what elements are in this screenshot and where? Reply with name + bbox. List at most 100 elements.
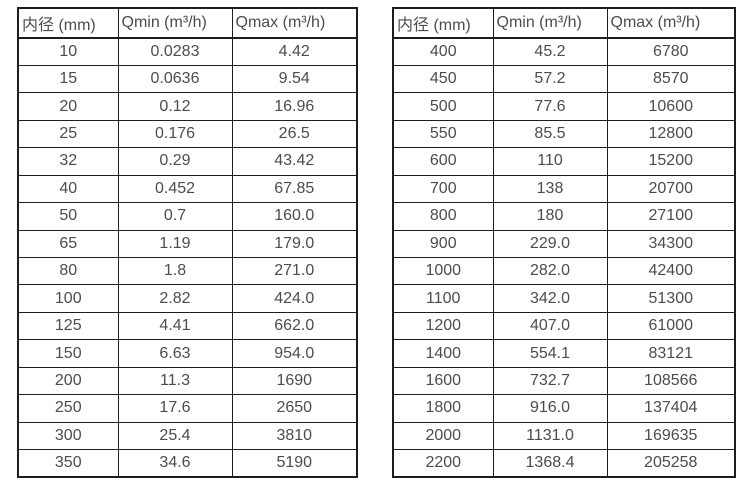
qmin-cell: 732.7 — [492, 366, 608, 396]
header-qmin-cell: Qmin (m³/h) — [117, 7, 233, 39]
diameter-cell: 15 — [17, 64, 119, 94]
table-row: 250 17.6 2650 — [17, 394, 358, 423]
qmin-cell: 0.0636 — [117, 64, 233, 94]
qmax-cell: 27100 — [606, 202, 736, 231]
diameter-cell: 125 — [17, 311, 119, 341]
qmin-cell: 1368.4 — [492, 449, 608, 478]
table-row: 65 1.19 179.0 — [17, 229, 358, 259]
qmin-cell: 342.0 — [492, 284, 608, 313]
qmax-cell: 6780 — [606, 37, 736, 66]
qmin-cell: 554.1 — [492, 339, 608, 368]
qmax-cell: 4.42 — [231, 37, 358, 66]
table-row: 500 77.6 10600 — [392, 92, 736, 121]
table-row: 50 0.7 160.0 — [17, 202, 358, 231]
header-row: 内径 (mm) Qmin (m³/h) Qmax (m³/h) — [392, 7, 736, 39]
qmin-cell: 11.3 — [117, 366, 233, 396]
table-body: 400 45.2 6780 450 57.2 8570 500 77.6 10600 550 85.… — [392, 37, 736, 478]
qmin-cell: 57.2 — [492, 64, 608, 94]
qmin-cell: 138 — [492, 174, 608, 204]
qmin-cell: 0.452 — [117, 174, 233, 204]
qmax-cell: 8570 — [606, 64, 736, 94]
qmax-cell: 9.54 — [231, 64, 358, 94]
qmax-cell: 51300 — [606, 284, 736, 313]
qmin-cell: 77.6 — [492, 92, 608, 121]
diameter-cell: 800 — [392, 202, 494, 231]
qmax-cell: 2650 — [231, 394, 358, 423]
table-body: 10 0.0283 4.42 15 0.0636 9.54 20 0.12 16.96 25 0.1… — [17, 37, 358, 478]
diameter-cell: 250 — [17, 394, 119, 423]
table-row: 550 85.5 12800 — [392, 119, 736, 149]
qmin-cell: 180 — [492, 202, 608, 231]
qmin-cell: 25.4 — [117, 421, 233, 451]
table-row: 2200 1368.4 205258 — [392, 449, 736, 478]
diameter-cell: 2200 — [392, 449, 494, 478]
diameter-cell: 2000 — [392, 421, 494, 451]
table-row: 25 0.176 26.5 — [17, 119, 358, 149]
qmax-cell: 179.0 — [231, 229, 358, 259]
qmax-cell: 5190 — [231, 449, 358, 478]
qmax-cell: 169635 — [606, 421, 736, 451]
qmin-cell: 1.19 — [117, 229, 233, 259]
diameter-cell: 550 — [392, 119, 494, 149]
qmax-cell: 954.0 — [231, 339, 358, 368]
qmin-cell: 1.8 — [117, 256, 233, 286]
diameter-cell: 40 — [17, 174, 119, 204]
diameter-cell: 20 — [17, 92, 119, 121]
header-row: 内径 (mm) Qmin (m³/h) Qmax (m³/h) — [17, 7, 358, 39]
qmin-cell: 0.12 — [117, 92, 233, 121]
diameter-cell: 600 — [392, 147, 494, 176]
qmin-cell: 17.6 — [117, 394, 233, 423]
diameter-cell: 450 — [392, 64, 494, 94]
table-row: 125 4.41 662.0 — [17, 311, 358, 341]
qmax-cell: 3810 — [231, 421, 358, 451]
qmin-cell: 916.0 — [492, 394, 608, 423]
qmax-cell: 137404 — [606, 394, 736, 423]
qmin-cell: 0.176 — [117, 119, 233, 149]
diameter-cell: 900 — [392, 229, 494, 259]
table-row: 32 0.29 43.42 — [17, 147, 358, 176]
qmin-cell: 34.6 — [117, 449, 233, 478]
diameter-cell: 1600 — [392, 366, 494, 396]
diameter-cell: 80 — [17, 256, 119, 286]
qmin-cell: 0.7 — [117, 202, 233, 231]
qmax-cell: 15200 — [606, 147, 736, 176]
header-diameter-cell: 内径 (mm) — [17, 7, 119, 39]
table-row: 1400 554.1 83121 — [392, 339, 736, 368]
table-row: 10 0.0283 4.42 — [17, 37, 358, 66]
table-row: 450 57.2 8570 — [392, 64, 736, 94]
diameter-cell: 500 — [392, 92, 494, 121]
table-row: 15 0.0636 9.54 — [17, 64, 358, 94]
qmax-cell: 43.42 — [231, 147, 358, 176]
table-row: 150 6.63 954.0 — [17, 339, 358, 368]
qmax-cell: 271.0 — [231, 256, 358, 286]
diameter-cell: 100 — [17, 284, 119, 313]
diameter-cell: 50 — [17, 202, 119, 231]
diameter-cell: 65 — [17, 229, 119, 259]
table-row: 1200 407.0 61000 — [392, 311, 736, 341]
table-row: 1800 916.0 137404 — [392, 394, 736, 423]
table-row: 400 45.2 6780 — [392, 37, 736, 66]
qmax-cell: 10600 — [606, 92, 736, 121]
qmax-cell: 67.85 — [231, 174, 358, 204]
qmax-cell: 26.5 — [231, 119, 358, 149]
diameter-cell: 1000 — [392, 256, 494, 286]
qmax-cell: 108566 — [606, 366, 736, 396]
table-row: 900 229.0 34300 — [392, 229, 736, 259]
table-row: 100 2.82 424.0 — [17, 284, 358, 313]
table-row: 200 11.3 1690 — [17, 366, 358, 396]
table-row: 700 138 20700 — [392, 174, 736, 204]
qmin-cell: 282.0 — [492, 256, 608, 286]
table-row: 350 34.6 5190 — [17, 449, 358, 478]
qmax-cell: 20700 — [606, 174, 736, 204]
diameter-cell: 150 — [17, 339, 119, 368]
qmax-cell: 83121 — [606, 339, 736, 368]
diameter-cell: 32 — [17, 147, 119, 176]
qmax-cell: 662.0 — [231, 311, 358, 341]
table-row: 800 180 27100 — [392, 202, 736, 231]
header-qmax-cell: Qmax (m³/h) — [606, 7, 736, 39]
flow-spec-table-large-diameters: 内径 (mm) Qmin (m³/h) Qmax (m³/h) 400 45.2 678… — [392, 7, 736, 478]
diameter-cell: 1400 — [392, 339, 494, 368]
header-qmax-cell: Qmax (m³/h) — [231, 7, 358, 39]
qmin-cell: 45.2 — [492, 37, 608, 66]
table-row: 20 0.12 16.96 — [17, 92, 358, 121]
